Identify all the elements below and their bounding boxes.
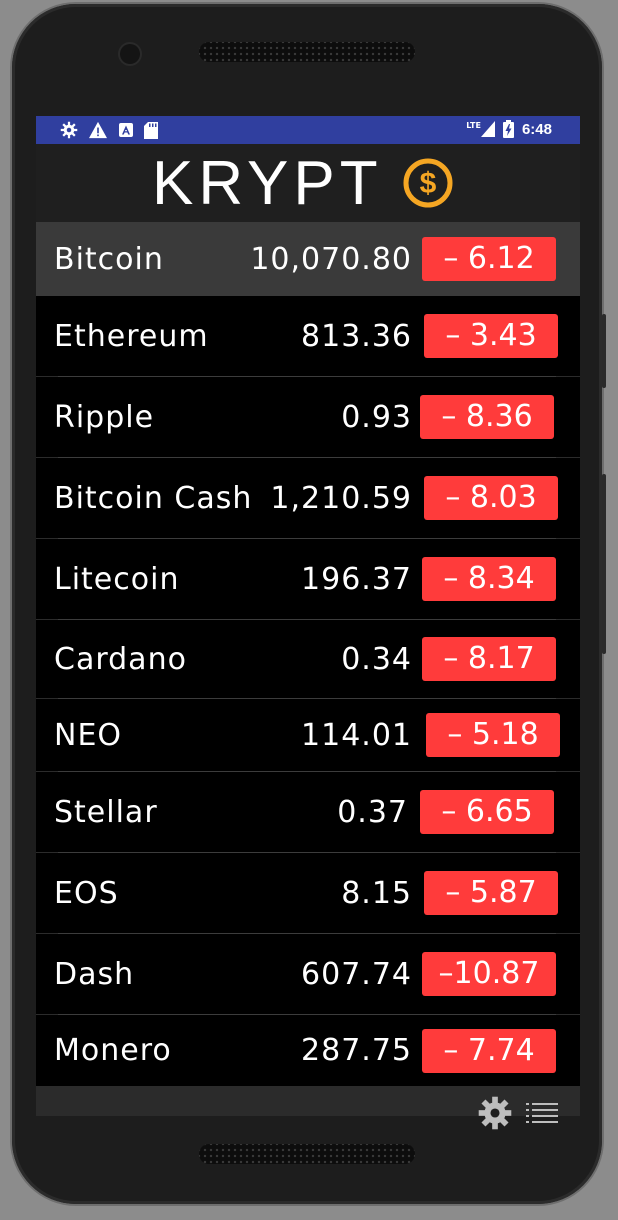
row-divider bbox=[58, 1014, 556, 1015]
coin-price: 196.37 bbox=[301, 561, 412, 597]
coin-price: 1,210.59 bbox=[270, 480, 412, 516]
row-divider bbox=[58, 457, 556, 458]
coin-price: 114.01 bbox=[301, 717, 412, 753]
row-divider bbox=[58, 698, 556, 699]
coin-row[interactable]: Litecoin 196.37 – 8.34 bbox=[36, 539, 580, 619]
coin-name: Dash bbox=[54, 956, 135, 992]
power-button bbox=[602, 314, 606, 388]
front-camera bbox=[120, 44, 140, 64]
network-type: LTE bbox=[466, 120, 481, 130]
coin-change-badge: – 5.87 bbox=[424, 871, 558, 915]
coin-name: Monero bbox=[54, 1033, 172, 1068]
coin-name: Bitcoin Cash bbox=[54, 480, 253, 516]
coin-name: Cardano bbox=[54, 641, 187, 677]
coin-list[interactable]: Bitcoin 10,070.80 – 6.12 Ethereum 813.36… bbox=[36, 222, 580, 1086]
row-divider bbox=[58, 771, 556, 772]
status-icons-left bbox=[60, 121, 158, 139]
coin-change-badge: – 8.36 bbox=[420, 395, 554, 439]
coin-row[interactable]: Stellar 0.37 – 6.65 bbox=[36, 772, 580, 852]
coin-price: 287.75 bbox=[301, 1033, 412, 1068]
coin-name: Ripple bbox=[54, 399, 155, 435]
app-title: KRYPT bbox=[152, 149, 383, 218]
row-divider bbox=[58, 376, 556, 377]
row-divider bbox=[58, 933, 556, 934]
coin-row[interactable]: Cardano 0.34 – 8.17 bbox=[36, 620, 580, 698]
coin-price: 8.15 bbox=[341, 875, 412, 911]
coin-change-badge: – 8.17 bbox=[422, 637, 556, 681]
status-icons-right: LTE 6:48 bbox=[466, 120, 552, 138]
coin-name: Litecoin bbox=[54, 561, 180, 597]
bottom-speaker bbox=[199, 1144, 415, 1164]
row-divider bbox=[58, 538, 556, 539]
coin-change-badge: – 6.12 bbox=[422, 237, 556, 281]
coin-price: 0.93 bbox=[341, 399, 412, 435]
coin-change-badge: – 3.43 bbox=[424, 314, 558, 358]
coin-change-badge: – 5.18 bbox=[426, 713, 560, 757]
coin-name: Stellar bbox=[54, 794, 158, 830]
coin-row[interactable]: NEO 114.01 – 5.18 bbox=[36, 699, 580, 771]
device-screen: LTE 6:48 KRYPT $ Bitcoin 10,070.80 – 6.1… bbox=[36, 116, 580, 1116]
volume-button bbox=[602, 474, 606, 654]
settings-icon bbox=[60, 121, 78, 139]
coin-row[interactable]: Bitcoin 10,070.80 – 6.12 bbox=[36, 222, 580, 296]
battery-icon bbox=[502, 120, 514, 138]
warning-icon bbox=[89, 121, 107, 139]
coin-row[interactable]: Dash 607.74 –10.87 bbox=[36, 934, 580, 1014]
coin-row[interactable]: Bitcoin Cash 1,210.59 – 8.03 bbox=[36, 458, 580, 538]
coin-price: 0.34 bbox=[341, 641, 412, 677]
coin-name: NEO bbox=[54, 717, 123, 753]
coin-row[interactable]: Monero 287.75 – 7.74 bbox=[36, 1015, 580, 1086]
coin-row[interactable]: Ethereum 813.36 – 3.43 bbox=[36, 296, 580, 376]
coin-change-badge: –10.87 bbox=[422, 952, 556, 996]
coin-price: 813.36 bbox=[301, 318, 412, 354]
coin-row[interactable]: EOS 8.15 – 5.87 bbox=[36, 853, 580, 933]
sd-card-icon bbox=[144, 121, 158, 139]
coin-price: 607.74 bbox=[301, 956, 412, 992]
coin-name: Bitcoin bbox=[54, 241, 164, 277]
coin-row[interactable]: Ripple 0.93 – 8.36 bbox=[36, 377, 580, 457]
gear-icon[interactable] bbox=[478, 1096, 512, 1130]
status-bar: LTE 6:48 bbox=[36, 116, 580, 144]
coin-price: 10,070.80 bbox=[250, 241, 412, 277]
list-icon[interactable] bbox=[526, 1102, 558, 1124]
coin-name: EOS bbox=[54, 875, 119, 911]
app-header: KRYPT $ bbox=[36, 144, 580, 222]
row-divider bbox=[58, 619, 556, 620]
coin-change-badge: – 7.74 bbox=[422, 1028, 556, 1073]
top-speaker bbox=[199, 42, 415, 62]
coin-change-badge: – 8.34 bbox=[422, 557, 556, 601]
coin-price: 0.37 bbox=[337, 794, 408, 830]
dollar-coin-icon: $ bbox=[403, 158, 453, 208]
coin-change-badge: – 6.65 bbox=[420, 790, 554, 834]
coin-change-badge: – 8.03 bbox=[424, 476, 558, 520]
status-time: 6:48 bbox=[521, 120, 552, 138]
row-divider bbox=[58, 852, 556, 853]
svg-text:$: $ bbox=[420, 167, 437, 200]
coin-name: Ethereum bbox=[54, 318, 209, 354]
a-box-icon bbox=[119, 123, 133, 137]
signal-icon bbox=[480, 121, 495, 137]
